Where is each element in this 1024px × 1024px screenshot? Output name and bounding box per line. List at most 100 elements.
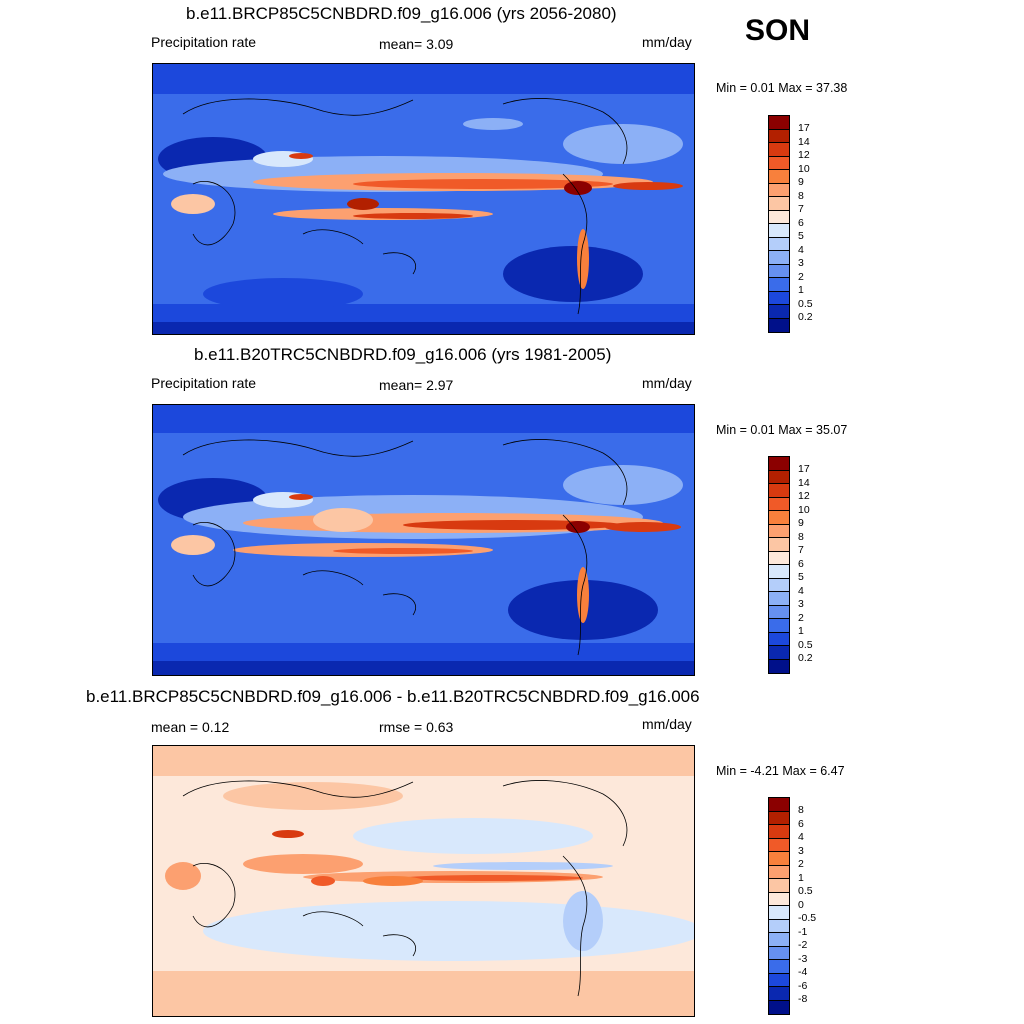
colorbar-tick: 12	[798, 490, 810, 502]
colorbar-tick: 4	[798, 831, 804, 843]
colorbar-tick: 2	[798, 611, 804, 624]
panel-1-mean-label: mean= 3.09	[379, 36, 454, 52]
panel-3-minmax-label: Min = -4.21 Max = 6.47	[716, 764, 845, 778]
colorbar-tick: 9	[798, 176, 804, 188]
colorbar-swatch	[769, 619, 789, 633]
colorbar-tick: 6	[798, 817, 804, 830]
colorbar-tick: -1	[798, 925, 808, 938]
colorbar-tick: 4	[798, 243, 804, 256]
colorbar-swatch	[769, 578, 789, 592]
panel-2-title: b.e11.B20TRC5CNBDRD.f09_g16.006 (yrs 198…	[194, 345, 612, 364]
colorbar-swatch	[769, 852, 789, 866]
colorbar-tick: 2	[798, 270, 804, 283]
colorbar-tick: -0.5	[798, 912, 817, 924]
panel-2-precip-map	[152, 404, 695, 676]
colorbar-tick: 3	[798, 257, 804, 269]
colorbar-tick: 9	[798, 517, 804, 529]
colorbar-tick: -3	[798, 952, 808, 965]
colorbar-tick: 1	[798, 284, 804, 296]
colorbar-tick: 14	[798, 476, 810, 489]
colorbar-swatch	[769, 551, 789, 565]
colorbar-swatch	[769, 892, 789, 906]
panel-2-variable-label: Precipitation rate	[151, 375, 257, 391]
colorbar-tick: -8	[798, 993, 808, 1005]
colorbar-swatch	[769, 278, 789, 292]
panel-1-precip-map	[152, 63, 695, 335]
colorbar-tick: 10	[798, 162, 810, 175]
colorbar-swatch	[769, 838, 789, 852]
colorbar-tick: -6	[798, 979, 808, 992]
colorbar-tick: 0.5	[798, 297, 813, 310]
panel-3-colorbar	[768, 797, 790, 1015]
colorbar-swatch	[769, 865, 789, 879]
colorbar-swatch	[769, 511, 789, 525]
colorbar-swatch	[769, 1000, 789, 1014]
colorbar-tick: 3	[798, 598, 804, 610]
colorbar-swatch	[769, 811, 789, 825]
colorbar-swatch	[769, 973, 789, 987]
colorbar-swatch	[769, 646, 789, 660]
colorbar-tick: 3	[798, 844, 804, 857]
colorbar-swatch	[769, 659, 789, 673]
panel-1-units-label: mm/day	[642, 34, 692, 50]
colorbar-swatch	[769, 156, 789, 170]
colorbar-swatch	[769, 318, 789, 332]
colorbar-tick: 0.2	[798, 652, 813, 664]
colorbar-tick: 6	[798, 216, 804, 229]
colorbar-swatch	[769, 170, 789, 184]
panel-2-mean-label: mean= 2.97	[379, 377, 454, 393]
colorbar-swatch	[769, 605, 789, 619]
colorbar-swatch	[769, 879, 789, 893]
colorbar-swatch	[769, 305, 789, 319]
panel-1-colorbar	[768, 115, 790, 333]
colorbar-swatch	[769, 457, 789, 471]
colorbar-tick: -2	[798, 939, 808, 951]
colorbar-tick: 2	[798, 858, 804, 870]
colorbar-tick: 10	[798, 503, 810, 516]
colorbar-swatch	[769, 264, 789, 278]
panel-3-difference-map	[152, 745, 695, 1017]
panel-3-rmse-label: rmse = 0.63	[379, 719, 454, 735]
colorbar-swatch	[769, 524, 789, 538]
colorbar-tick: 0.5	[798, 638, 813, 651]
colorbar-swatch	[769, 919, 789, 933]
panel-1-title: b.e11.BRCP85C5CNBDRD.f09_g16.006 (yrs 20…	[186, 4, 617, 23]
colorbar-tick: 5	[798, 230, 804, 242]
colorbar-swatch	[769, 798, 789, 812]
colorbar-swatch	[769, 470, 789, 484]
colorbar-tick: 7	[798, 203, 804, 215]
colorbar-swatch	[769, 906, 789, 920]
colorbar-swatch	[769, 946, 789, 960]
colorbar-swatch	[769, 497, 789, 511]
panel-3-units-label: mm/day	[642, 716, 692, 732]
panel-3-mean-label: mean = 0.12	[151, 719, 230, 735]
panel-2-units-label: mm/day	[642, 375, 692, 391]
colorbar-swatch	[769, 565, 789, 579]
colorbar-swatch	[769, 116, 789, 130]
colorbar-tick: 14	[798, 135, 810, 148]
colorbar-tick: 1	[798, 871, 804, 884]
colorbar-swatch	[769, 129, 789, 143]
colorbar-swatch	[769, 291, 789, 305]
colorbar-tick: 7	[798, 544, 804, 556]
colorbar-tick: 8	[798, 804, 804, 816]
colorbar-swatch	[769, 143, 789, 157]
colorbar-tick: 17	[798, 463, 810, 475]
colorbar-swatch	[769, 825, 789, 839]
panel-3-title: b.e11.BRCP85C5CNBDRD.f09_g16.006 - b.e11…	[86, 687, 700, 706]
colorbar-swatch	[769, 960, 789, 974]
colorbar-tick: 6	[798, 557, 804, 570]
colorbar-tick: 0	[798, 898, 804, 911]
colorbar-swatch	[769, 197, 789, 211]
colorbar-tick: 17	[798, 122, 810, 134]
colorbar-swatch	[769, 183, 789, 197]
colorbar-swatch	[769, 224, 789, 238]
colorbar-swatch	[769, 484, 789, 498]
colorbar-swatch	[769, 210, 789, 224]
colorbar-swatch	[769, 632, 789, 646]
colorbar-swatch	[769, 933, 789, 947]
panel-2-minmax-label: Min = 0.01 Max = 35.07	[716, 423, 848, 437]
